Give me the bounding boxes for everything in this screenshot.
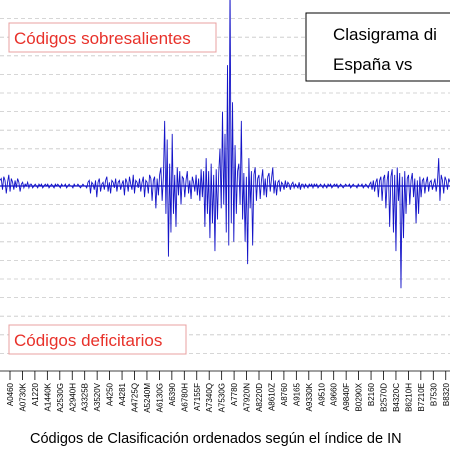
x-tick-label: A0730K bbox=[18, 382, 27, 411]
legend-box: Clasigrama di España vs bbox=[305, 12, 450, 82]
x-tick-label: A8610Z bbox=[267, 383, 276, 411]
x-tick-label: A6780H bbox=[180, 383, 189, 412]
x-tick-label: A8760 bbox=[280, 382, 289, 406]
x-tick-label: A9165 bbox=[292, 382, 301, 406]
annotation-bottom: Códigos deficitarios bbox=[8, 324, 187, 355]
x-tick-label: A2530G bbox=[56, 383, 65, 412]
x-tick-label: B2570D bbox=[380, 383, 389, 412]
series-line bbox=[0, 0, 450, 289]
annotation-top: Códigos sobresalientes bbox=[8, 22, 217, 53]
x-tick-label: A4281 bbox=[118, 382, 127, 406]
annotation-bottom-frame bbox=[8, 324, 187, 355]
x-tick-label: A1220 bbox=[31, 382, 40, 406]
x-tick-label: A9510 bbox=[317, 382, 326, 406]
annotation-top-frame bbox=[8, 22, 217, 53]
x-tick-label: A9840F bbox=[342, 383, 351, 411]
x-tick-label: B7210E bbox=[417, 383, 426, 411]
x-tick-label: A7780 bbox=[230, 382, 239, 406]
x-tick-label: A7920N bbox=[243, 383, 252, 412]
x-tick-label: A7530G bbox=[218, 383, 227, 412]
x-tick-label: B6210H bbox=[404, 383, 413, 412]
x-tick-label: A9660 bbox=[330, 382, 339, 406]
x-tick-label: B0290X bbox=[355, 382, 364, 411]
x-tick-label: A5240M bbox=[143, 383, 152, 413]
annotation-bottom-text: Códigos deficitarios bbox=[14, 331, 162, 350]
x-tick-label: A6390 bbox=[168, 382, 177, 406]
x-tick-label: B4320C bbox=[392, 383, 401, 412]
x-tick-label: A1440K bbox=[43, 382, 52, 411]
x-tick-label: A6130G bbox=[155, 383, 164, 412]
x-tick-label: A7340Q bbox=[205, 383, 214, 412]
x-tick-label: A8220D bbox=[255, 383, 264, 412]
annotation-top-text: Códigos sobresalientes bbox=[14, 29, 191, 48]
x-ticks bbox=[9, 371, 447, 380]
x-tick-label: A7155F bbox=[193, 383, 202, 411]
x-tick-label: A9330K bbox=[305, 382, 314, 411]
x-tick-label: B7530 bbox=[429, 382, 438, 406]
chart-title: Clasigrama di bbox=[333, 25, 437, 44]
x-tick-label: A3520V bbox=[93, 382, 102, 411]
x-tick-label: B8320 bbox=[442, 382, 450, 406]
x-tick-label: A2940H bbox=[68, 383, 77, 412]
x-axis-label: Códigos de Clasificación ordenados según… bbox=[30, 431, 402, 447]
x-tick-label: A0460 bbox=[6, 382, 15, 406]
chart-subtitle: España vs bbox=[333, 55, 412, 74]
x-tick-label: B2160 bbox=[367, 382, 376, 406]
x-tick-label: A4250 bbox=[106, 382, 115, 406]
x-tick-labels: A0460 A0730K A1220 A1440K A2530G A2940H A3325B… bbox=[6, 382, 450, 412]
x-tick-label: A4725Q bbox=[131, 383, 140, 412]
x-tick-label: A3325B bbox=[81, 383, 90, 411]
legend-frame bbox=[305, 12, 450, 82]
